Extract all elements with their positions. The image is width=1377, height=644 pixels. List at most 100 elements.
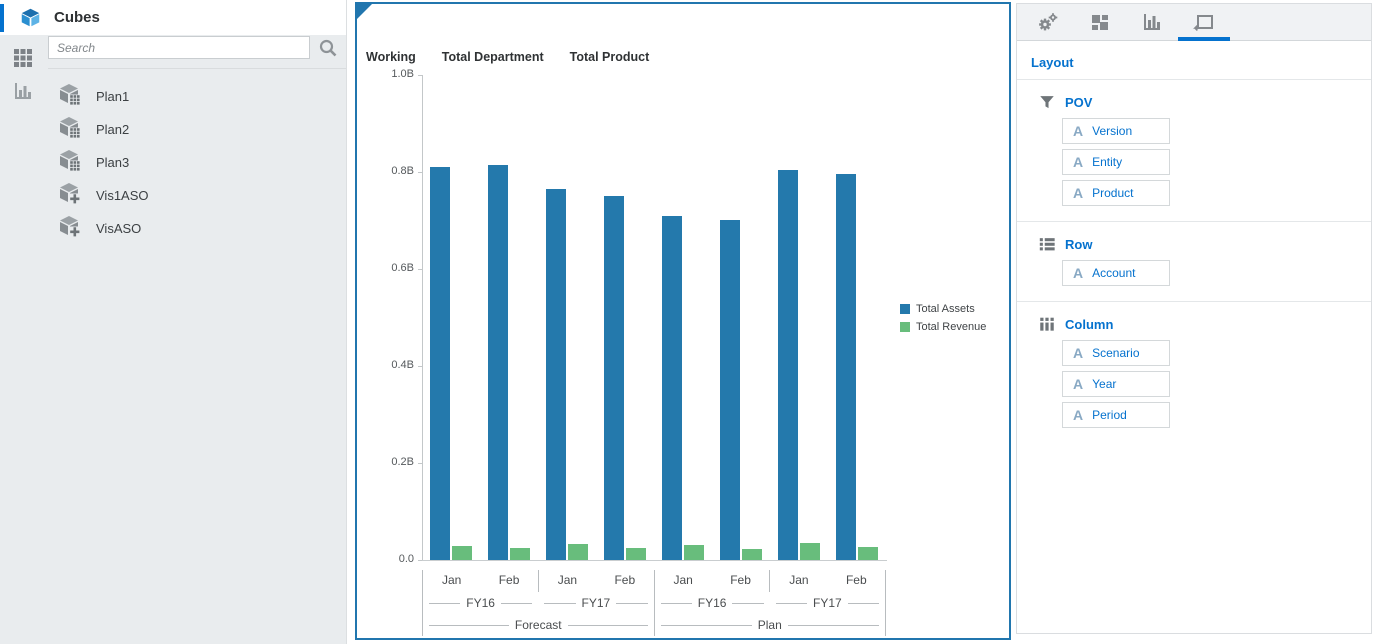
attribute-a-icon: A [1073, 154, 1084, 170]
bar-total-revenue[interactable] [742, 549, 762, 560]
cube-list-item-vis1aso[interactable]: Vis1ASO [57, 179, 346, 212]
bar-total-revenue[interactable] [626, 548, 646, 560]
layout-frame-icon [1193, 15, 1213, 31]
search-icon[interactable] [318, 38, 338, 58]
bar-total-revenue[interactable] [858, 547, 878, 560]
cube-list-item-plan1[interactable]: Plan1 [57, 80, 346, 113]
page-title: Cubes [54, 9, 100, 26]
pov-header-total-product[interactable]: Total Product [569, 50, 650, 64]
tab-layout[interactable] [1178, 4, 1230, 41]
bar-chart-icon [1144, 14, 1160, 30]
pov-header-total-department[interactable]: Total Department [441, 50, 544, 64]
y-tick-label: 0.6B [391, 262, 414, 274]
year-label: FY17 [581, 596, 611, 610]
dimension-pill-version[interactable]: A Version [1062, 118, 1170, 144]
search-input[interactable] [48, 36, 310, 59]
chart-view-icon[interactable] [13, 81, 33, 101]
cube-list-item-plan3[interactable]: Plan3 [57, 146, 346, 179]
layout-section-column: Column A Scenario A Year A Period [1017, 302, 1371, 443]
section-header-pov: POV [1038, 90, 1371, 114]
pov-header-working[interactable]: Working [366, 50, 416, 64]
section-header-column: Column [1038, 312, 1371, 336]
bar-total-assets[interactable] [720, 220, 740, 560]
bar-total-assets[interactable] [836, 174, 856, 560]
y-tick-label: 0.4B [391, 359, 414, 371]
aso-cube-icon [57, 181, 81, 210]
panel-tabs [1017, 4, 1371, 41]
dimension-pill-scenario[interactable]: A Scenario [1062, 340, 1170, 366]
plan-cube-icon [57, 82, 81, 111]
dimension-pill-entity[interactable]: A Entity [1062, 149, 1170, 175]
legend-label: Total Revenue [916, 321, 987, 333]
y-tick-label: 0.8B [391, 165, 414, 177]
dimension-pill-product[interactable]: A Product [1062, 180, 1170, 206]
aso-cube-icon [57, 214, 81, 243]
section-items: A Scenario A Year A Period [1062, 340, 1371, 428]
bar-group [654, 75, 712, 560]
bar-total-assets[interactable] [778, 170, 798, 560]
grid-view-icon[interactable] [13, 48, 33, 68]
y-tick-label: 0.2B [391, 456, 414, 468]
chart-legend: Total Assets Total Revenue [900, 300, 986, 336]
section-items: A Account [1062, 260, 1371, 286]
x-tick-label-month: Feb [845, 573, 867, 587]
sidebar-rail [0, 35, 46, 101]
legend-swatch [900, 304, 910, 314]
tab-visualizations[interactable] [1074, 4, 1126, 40]
cube-list-item-visaso[interactable]: VisASO [57, 212, 346, 245]
bar-total-revenue[interactable] [684, 545, 704, 560]
layout-section-pov: POV A Version A Entity A Product [1017, 80, 1371, 222]
selected-accent-bar [0, 3, 4, 32]
x-tick-label-month: Feb [498, 573, 520, 587]
month-group: Jan Feb [422, 570, 538, 592]
legend-label: Total Assets [916, 303, 975, 315]
x-axis-scenarios-row: Forecast Plan [422, 614, 886, 636]
cube-icon [21, 8, 40, 27]
dimension-label: Scenario [1092, 346, 1140, 360]
bar-group [770, 75, 828, 560]
cube-item-label: Plan2 [96, 122, 130, 137]
bar-total-revenue[interactable] [510, 548, 530, 560]
bar-total-assets[interactable] [546, 189, 566, 560]
year-group: FY16 FY17 [422, 592, 654, 614]
bar-total-assets[interactable] [604, 196, 624, 560]
bar-plot-area [422, 75, 886, 560]
y-tick-mark [418, 269, 422, 270]
bar-group [422, 75, 480, 560]
bar-total-assets[interactable] [430, 167, 450, 560]
layout-section-row: Row A Account [1017, 222, 1371, 302]
bar-total-assets[interactable] [488, 165, 508, 560]
bar-total-revenue[interactable] [800, 543, 820, 560]
dimension-pill-year[interactable]: A Year [1062, 371, 1170, 397]
dimension-pill-period[interactable]: A Period [1062, 402, 1170, 428]
rows-icon [1038, 235, 1056, 253]
dimension-pill-account[interactable]: A Account [1062, 260, 1170, 286]
tab-chart-type[interactable] [1126, 4, 1178, 40]
x-axis-baseline [422, 560, 887, 561]
year-group: FY16 FY17 [653, 592, 886, 614]
y-tick-label: 1.0B [391, 68, 414, 80]
legend-entry-total-assets: Total Assets [900, 300, 986, 318]
attribute-a-icon: A [1073, 345, 1084, 361]
bar-total-assets[interactable] [662, 216, 682, 560]
bar-total-revenue[interactable] [452, 546, 472, 560]
x-tick-label-month: Feb [614, 573, 636, 587]
bar-total-revenue[interactable] [568, 544, 588, 560]
dimension-label: Product [1092, 186, 1134, 200]
cube-list: Plan1 Plan2 Plan3 Vis1ASO VisASO [57, 80, 346, 245]
tiles-icon [1092, 15, 1108, 30]
sidebar-divider [48, 68, 346, 69]
dimension-label: Version [1092, 124, 1133, 138]
attribute-a-icon: A [1073, 185, 1084, 201]
dimension-label: Year [1092, 377, 1117, 391]
section-label: Column [1065, 316, 1114, 332]
year-label: FY17 [813, 596, 842, 610]
scenario-label: Plan [757, 618, 782, 632]
selected-tab-underline [1178, 37, 1230, 41]
section-label: Row [1065, 236, 1093, 252]
attribute-a-icon: A [1073, 376, 1084, 392]
x-tick-label-month: Jan [557, 573, 578, 587]
cube-list-item-plan2[interactable]: Plan2 [57, 113, 346, 146]
tab-settings[interactable] [1022, 4, 1074, 40]
